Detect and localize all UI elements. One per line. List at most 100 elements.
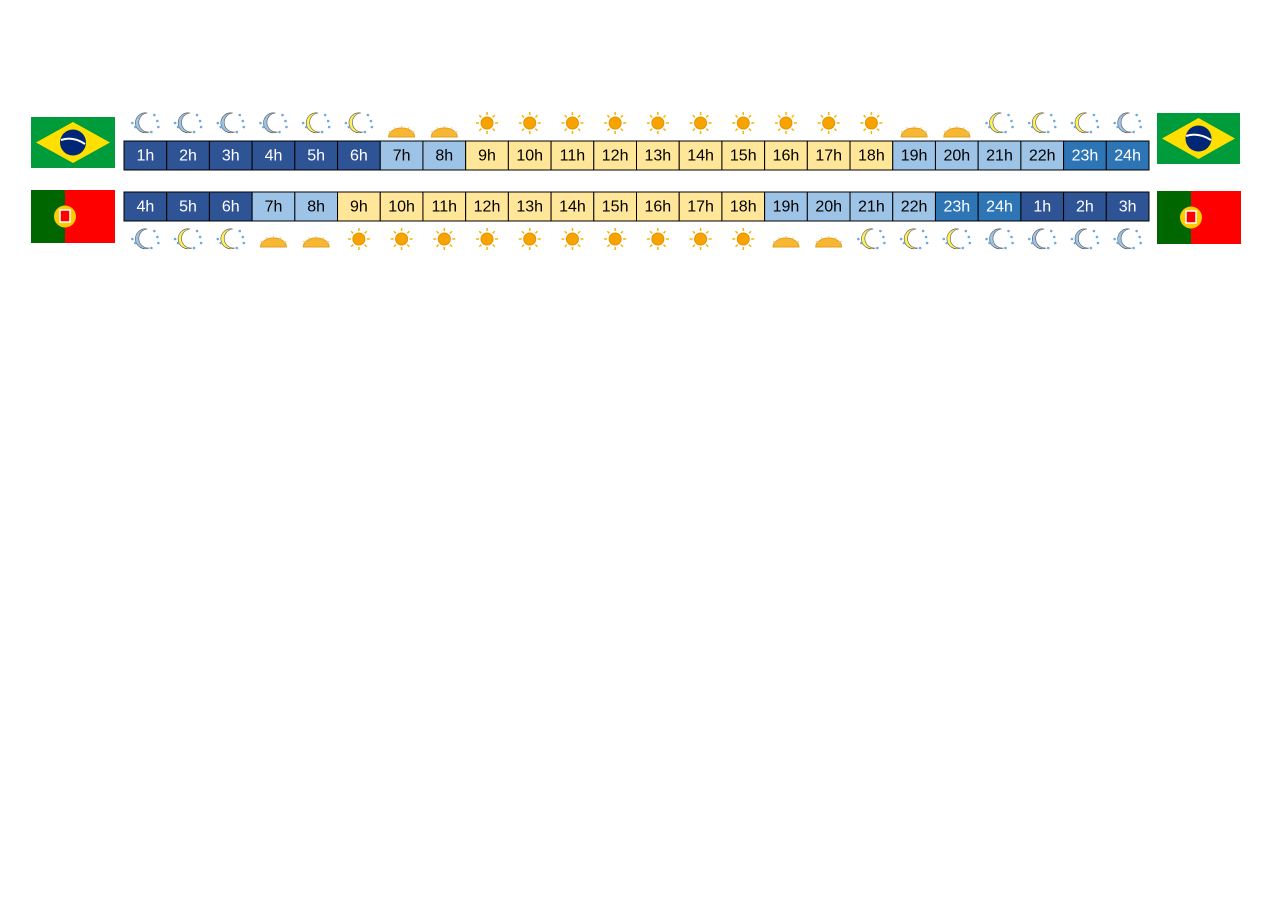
hour-cell <box>764 140 808 171</box>
sun-ray <box>564 128 568 132</box>
star-dot <box>942 237 946 241</box>
star-dot <box>195 113 199 117</box>
sun-ray <box>478 230 482 234</box>
sun-disc <box>608 232 622 246</box>
star-dot <box>198 119 202 123</box>
star-dot <box>134 241 137 245</box>
sun-ray <box>649 244 653 248</box>
hour-cell <box>636 140 680 171</box>
hour-cell <box>123 140 168 171</box>
sunrise-ray <box>967 131 970 133</box>
hour-label: 3h <box>222 148 240 165</box>
sun-ray <box>620 128 624 132</box>
star-dot <box>216 121 220 125</box>
hour-label: 18h <box>858 148 885 165</box>
hour-label: 7h <box>265 199 283 216</box>
sun-icon <box>732 228 755 250</box>
sun-ray <box>492 230 496 234</box>
sun-ray <box>734 230 739 234</box>
moon-crescent <box>135 228 150 250</box>
sun-disc <box>523 232 537 246</box>
sunrise-icon <box>388 126 416 138</box>
star-dot <box>156 235 159 239</box>
moon-crescent <box>989 112 1004 134</box>
sun-ray <box>820 128 824 132</box>
sun-ray <box>577 114 581 118</box>
hour-label: 10h <box>388 199 415 216</box>
star-dot <box>131 121 134 125</box>
hour-cell <box>208 191 253 222</box>
star-dot <box>1011 241 1014 245</box>
moon-icon <box>173 228 203 250</box>
sun-ray <box>364 244 368 248</box>
sun-ray <box>492 244 496 248</box>
moon-crescent <box>177 112 193 134</box>
sun-ray <box>791 114 795 118</box>
sun-ray <box>521 114 525 118</box>
portugal-flag-right <box>1157 191 1241 244</box>
sunrise-ray <box>265 237 268 240</box>
hour-label: 8h <box>307 199 325 216</box>
star-dot <box>985 237 988 241</box>
sun-ray <box>393 230 397 234</box>
star-dot <box>1046 246 1050 250</box>
moon-icon <box>1027 228 1057 250</box>
star-dot <box>219 241 223 245</box>
sunrise-ray <box>778 237 781 240</box>
star-dot <box>1116 125 1119 129</box>
sun-ray <box>820 114 824 118</box>
sunrise-ray <box>388 131 392 133</box>
star-dot <box>157 241 160 245</box>
sun-disc <box>437 232 451 246</box>
star-dot <box>857 237 860 241</box>
star-dot <box>1139 241 1142 245</box>
hour-cell <box>294 140 339 171</box>
sun-icon <box>476 228 499 250</box>
sun-ray <box>620 244 624 248</box>
sun-ray <box>833 114 837 118</box>
sun-icon <box>646 228 669 250</box>
hour-label: 9h <box>478 148 496 165</box>
sun-icon <box>860 112 883 134</box>
sunrise-ray <box>326 241 330 243</box>
moon-crescent <box>220 228 235 250</box>
sun-ray <box>876 128 880 132</box>
sun-ray <box>777 128 781 132</box>
star-dot <box>967 235 971 239</box>
star-dot <box>1138 119 1141 123</box>
star-dot <box>921 229 925 233</box>
sun-ray <box>777 114 781 118</box>
sun-icon <box>689 112 712 134</box>
star-dot <box>1053 125 1057 129</box>
sun-disc <box>779 116 793 130</box>
moon-icon <box>259 112 288 134</box>
star-dot <box>1049 113 1053 117</box>
hour-cell <box>251 140 296 171</box>
hour-label: 20h <box>943 148 970 165</box>
sun-ray <box>692 128 696 132</box>
sunrise-icon <box>430 126 458 138</box>
sunrise-ray <box>924 131 928 133</box>
moon-icon <box>173 112 203 134</box>
sun-ray <box>662 230 667 234</box>
star-dot <box>320 130 324 134</box>
hour-cell <box>1105 140 1150 171</box>
star-dot <box>301 121 305 125</box>
sunrise-ray <box>834 237 837 240</box>
sun-icon <box>561 112 584 134</box>
sun-ray <box>492 128 496 132</box>
sun-ray <box>662 244 667 248</box>
hour-label: 11h <box>560 148 586 165</box>
sun-ray <box>620 114 624 118</box>
sun-disc <box>651 232 665 246</box>
hour-label: 1h <box>1033 199 1051 216</box>
moon-icon <box>216 228 246 250</box>
star-dot <box>1132 246 1135 250</box>
sun-ray <box>734 114 739 118</box>
sunrise-ray <box>900 131 904 133</box>
star-dot <box>1113 121 1116 125</box>
sun-ray <box>478 114 482 118</box>
hour-label: 6h <box>350 148 368 165</box>
star-dot <box>262 125 265 129</box>
sun-ray <box>748 128 752 132</box>
